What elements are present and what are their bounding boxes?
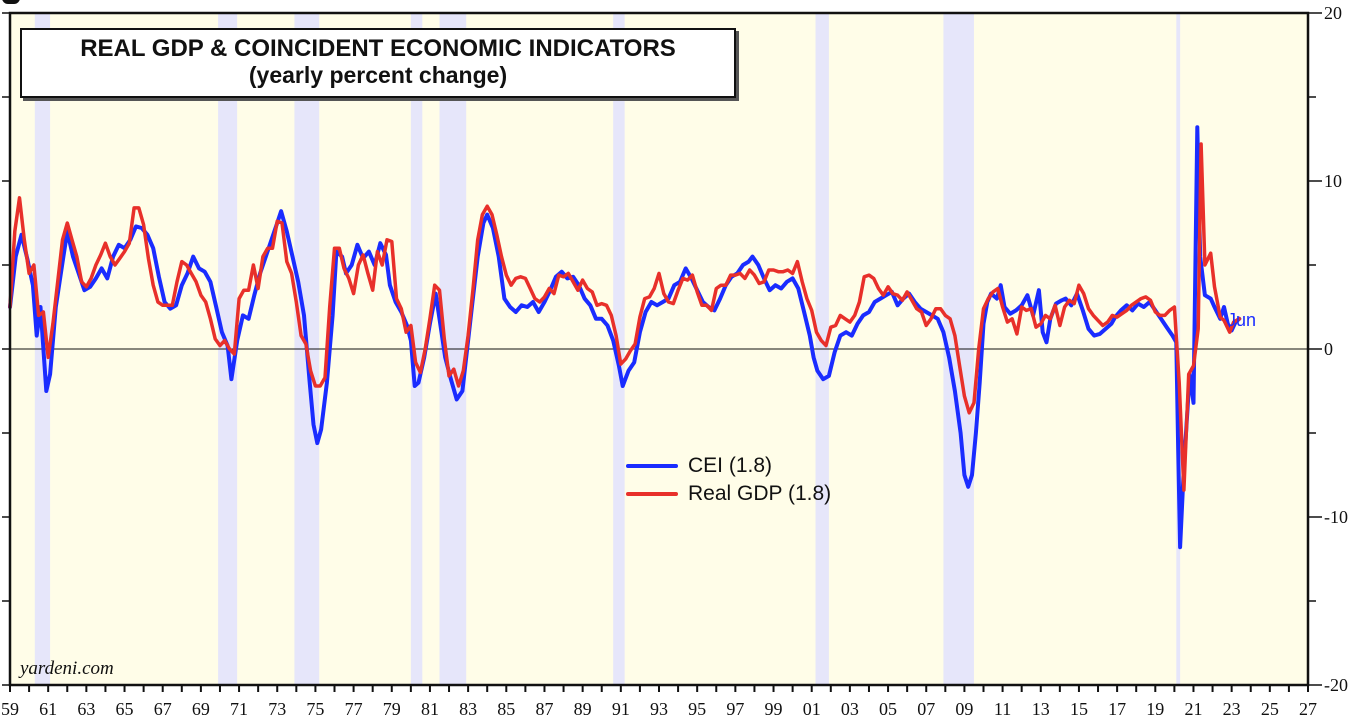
x-tick-label: 61 — [39, 699, 57, 719]
series-lines — [8, 125, 1242, 550]
y-tick-label: -20 — [1324, 675, 1348, 695]
x-tick-label: 07 — [917, 699, 935, 719]
x-tick-label: 67 — [154, 699, 172, 719]
x-tick-label: 21 — [1184, 699, 1202, 719]
x-tick-label: 93 — [650, 699, 668, 719]
x-tick-label: 95 — [688, 699, 706, 719]
legend-swatch-real-gdp — [626, 492, 678, 496]
y-tick-label: 20 — [1324, 3, 1342, 23]
series-line-real-gdp — [8, 142, 1242, 492]
chart-title-box: REAL GDP & COINCIDENT ECONOMIC INDICATOR… — [20, 28, 736, 98]
cropped-glyph — [2, 0, 20, 4]
x-tick-label: 27 — [1299, 699, 1317, 719]
x-tick-label: 09 — [955, 699, 973, 719]
y-tick-label: 0 — [1324, 339, 1333, 359]
x-tick-label: 87 — [535, 699, 553, 719]
legend-label-cei: CEI (1.8) — [688, 454, 773, 477]
x-tick-label: 71 — [230, 699, 248, 719]
source-label: yardeni.com — [20, 658, 114, 679]
x-tick-label: 77 — [345, 699, 363, 719]
x-tick-label: 59 — [1, 699, 19, 719]
x-tick-label: 69 — [192, 699, 210, 719]
x-tick-label: 99 — [765, 699, 783, 719]
legend-swatch-cei — [626, 464, 678, 468]
x-tick-label: 13 — [1032, 699, 1050, 719]
y-axis: 20 10 0 -10 -20 — [2, 3, 1348, 695]
x-tick-label: 03 — [841, 699, 859, 719]
legend-item-cei: CEI (1.8) — [626, 452, 831, 480]
x-axis: 59 61 63 65 67 69 71 73 75 77 79 81 83 85 87 89 91 93 95 97… — [1, 685, 1317, 719]
legend-item-real-gdp: Real GDP (1.8) — [626, 480, 831, 508]
x-tick-label: 79 — [383, 699, 401, 719]
x-tick-label: 75 — [306, 699, 324, 719]
x-tick-label: 85 — [497, 699, 515, 719]
chart-title: REAL GDP & COINCIDENT ECONOMIC INDICATOR… — [80, 35, 676, 62]
x-tick-label: 15 — [1070, 699, 1088, 719]
chart-subtitle: (yearly percent change) — [248, 62, 508, 88]
x-tick-label: 19 — [1146, 699, 1164, 719]
x-tick-label: 89 — [574, 699, 592, 719]
x-tick-label: 05 — [879, 699, 897, 719]
x-tick-label: 63 — [77, 699, 95, 719]
x-tick-label: 91 — [612, 699, 630, 719]
end-label-jun: Jun — [1227, 310, 1257, 330]
x-tick-label: 17 — [1108, 699, 1126, 719]
x-tick-label: 23 — [1223, 699, 1241, 719]
x-tick-label: 01 — [803, 699, 821, 719]
x-tick-label: 81 — [421, 699, 439, 719]
x-tick-label: 83 — [459, 699, 477, 719]
y-tick-label: -10 — [1324, 507, 1348, 527]
x-tick-label: 25 — [1261, 699, 1279, 719]
legend-label-real-gdp: Real GDP (1.8) — [688, 482, 832, 505]
x-tick-label: 97 — [726, 699, 744, 719]
legend: CEI (1.8) Real GDP (1.8) — [626, 452, 831, 508]
x-tick-label: 65 — [116, 699, 134, 719]
x-tick-label: 73 — [268, 699, 286, 719]
y-tick-label: 10 — [1324, 171, 1342, 191]
x-tick-label: 11 — [994, 699, 1011, 719]
